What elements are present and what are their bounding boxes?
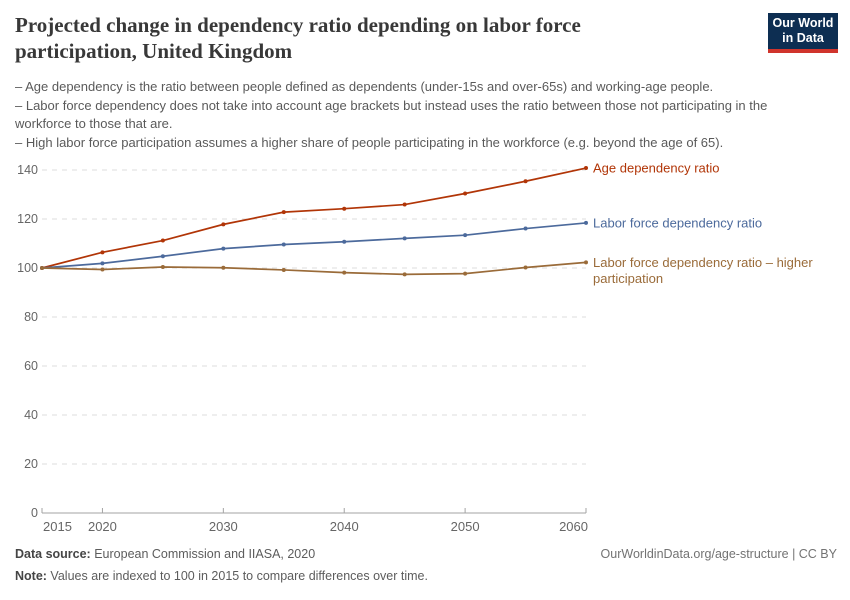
data-point-2060[interactable]: [584, 260, 588, 265]
y-tick-label-140: 140: [17, 163, 38, 177]
data-source-text: European Commission and IIASA, 2020: [90, 547, 316, 561]
page-title: Projected change in dependency ratio dep…: [15, 13, 581, 63]
logo-text-line1: Our World: [772, 16, 834, 30]
y-tick-label-60: 60: [24, 359, 38, 373]
data-point-2030[interactable]: [221, 222, 226, 227]
y-tick-label-80: 80: [24, 310, 38, 324]
data-point-2025[interactable]: [160, 238, 165, 243]
series-age-dependency-ratio[interactable]: Age dependency ratio: [40, 161, 719, 270]
data-point-2060[interactable]: [584, 166, 588, 171]
data-point-2020[interactable]: [100, 261, 105, 266]
y-tick-label-20: 20: [24, 457, 38, 471]
data-point-2040[interactable]: [342, 270, 347, 275]
data-point-2045[interactable]: [402, 202, 407, 207]
series-label[interactable]: Labor force dependency ratio: [593, 215, 762, 230]
data-point-2025[interactable]: [160, 254, 165, 259]
series-label[interactable]: participation: [593, 271, 663, 286]
data-point-2020[interactable]: [100, 250, 105, 255]
x-tick-label-2030: 2030: [209, 519, 238, 534]
data-point-2050[interactable]: [463, 271, 468, 276]
data-point-2030[interactable]: [221, 246, 226, 251]
y-tick-label-0: 0: [31, 506, 38, 520]
subtitle-line-2: – Labor force dependency does not take i…: [15, 97, 768, 132]
data-point-2035[interactable]: [281, 267, 286, 272]
owid-logo-text: Our World in Data: [768, 13, 838, 49]
data-source-line: Data source: European Commission and IIA…: [15, 546, 315, 562]
y-tick-label-120: 120: [17, 212, 38, 226]
data-point-2015[interactable]: [40, 266, 44, 270]
y-tick-label-40: 40: [24, 408, 38, 422]
data-point-2050[interactable]: [463, 233, 468, 238]
series-line[interactable]: [41, 261, 587, 276]
note-label: Note:: [15, 569, 47, 583]
x-tick-label-2015: 2015: [43, 519, 72, 534]
series-label[interactable]: Labor force dependency ratio – higher: [593, 255, 813, 270]
logo-text-line2: in Data: [782, 30, 824, 45]
data-point-2025[interactable]: [160, 265, 165, 270]
data-point-2030[interactable]: [221, 265, 226, 270]
series-labor-force-dependency-ratio-higher-participation[interactable]: Labor force dependency ratio – higherpar…: [40, 255, 813, 286]
series-line[interactable]: [41, 167, 587, 269]
subtitle-line-3: – High labor force participation assumes…: [15, 134, 724, 150]
data-point-2040[interactable]: [342, 206, 347, 211]
x-tick-label-2060: 2060: [559, 519, 588, 534]
data-point-2045[interactable]: [402, 236, 407, 241]
data-point-2050[interactable]: [463, 191, 468, 196]
series-line[interactable]: [41, 222, 587, 269]
data-point-2055[interactable]: [523, 179, 528, 184]
chart-subtitle: – Age dependency is the ratio between pe…: [15, 78, 850, 152]
owid-logo[interactable]: Our World in Data: [768, 13, 838, 53]
data-point-2020[interactable]: [100, 267, 105, 272]
data-source-label: Data source:: [15, 547, 91, 561]
series-labor-force-dependency-ratio[interactable]: Labor force dependency ratio: [40, 215, 762, 270]
subtitle-line-1: – Age dependency is the ratio between pe…: [15, 79, 714, 94]
data-point-2040[interactable]: [342, 239, 347, 244]
data-point-2055[interactable]: [523, 265, 528, 270]
data-point-2045[interactable]: [402, 272, 407, 277]
logo-red-bar: [768, 49, 838, 53]
chart-footer: Data source: European Commission and IIA…: [15, 546, 837, 584]
note-line: Note: Values are indexed to 100 in 2015 …: [15, 568, 837, 584]
data-point-2060[interactable]: [584, 220, 588, 225]
note-text: Values are indexed to 100 in 2015 to com…: [46, 569, 428, 583]
x-tick-label-2050: 2050: [451, 519, 480, 534]
x-tick-label-2020: 2020: [88, 519, 117, 534]
series-label[interactable]: Age dependency ratio: [593, 161, 719, 176]
y-tick-label-100: 100: [17, 261, 38, 275]
data-point-2055[interactable]: [523, 226, 528, 231]
data-point-2035[interactable]: [281, 242, 286, 247]
data-point-2035[interactable]: [281, 210, 286, 215]
x-tick-label-2040: 2040: [330, 519, 359, 534]
credit-link[interactable]: OurWorldinData.org/age-structure | CC BY: [600, 547, 837, 561]
